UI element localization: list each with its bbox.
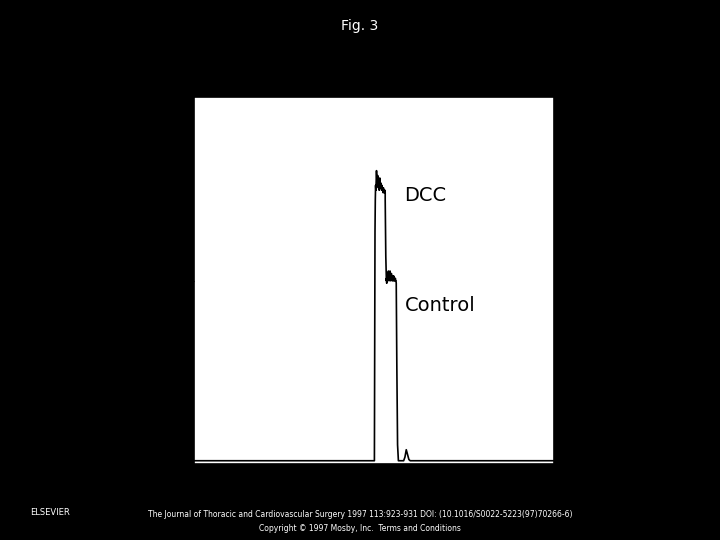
Text: ELSEVIER: ELSEVIER <box>30 508 71 517</box>
Y-axis label: Pressure (mmHg): Pressure (mmHg) <box>132 208 150 353</box>
Text: Control: Control <box>405 296 475 315</box>
Text: The Journal of Thoracic and Cardiovascular Surgery 1997 113:923-931 DOI: (10.101: The Journal of Thoracic and Cardiovascul… <box>148 510 572 519</box>
Text: Fig. 3: Fig. 3 <box>341 19 379 33</box>
X-axis label: Volume (ml): Volume (ml) <box>324 495 425 512</box>
Text: Copyright © 1997 Mosby, Inc.  Terms and Conditions: Copyright © 1997 Mosby, Inc. Terms and C… <box>259 524 461 533</box>
Text: DCC: DCC <box>405 186 446 205</box>
Text: B: B <box>126 40 158 83</box>
